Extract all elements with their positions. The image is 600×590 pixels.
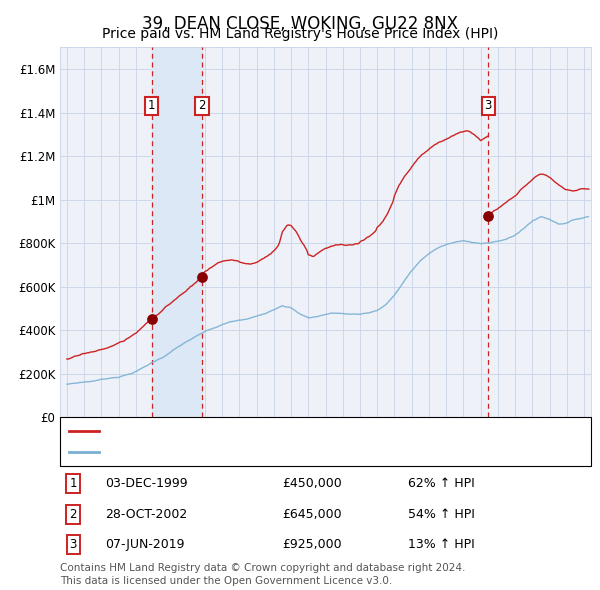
Text: Price paid vs. HM Land Registry's House Price Index (HPI): Price paid vs. HM Land Registry's House … — [102, 27, 498, 41]
Text: £645,000: £645,000 — [282, 508, 341, 521]
Text: 39, DEAN CLOSE, WOKING, GU22 8NX: 39, DEAN CLOSE, WOKING, GU22 8NX — [142, 15, 458, 33]
Text: Contains HM Land Registry data © Crown copyright and database right 2024.: Contains HM Land Registry data © Crown c… — [60, 563, 466, 573]
Point — [147, 314, 157, 324]
Text: 1: 1 — [70, 477, 77, 490]
Text: 54% ↑ HPI: 54% ↑ HPI — [408, 508, 475, 521]
Point — [197, 272, 206, 281]
Text: 62% ↑ HPI: 62% ↑ HPI — [408, 477, 475, 490]
Text: 2: 2 — [70, 508, 77, 521]
Text: 07-JUN-2019: 07-JUN-2019 — [105, 539, 185, 552]
Text: 1: 1 — [148, 100, 155, 113]
Text: 13% ↑ HPI: 13% ↑ HPI — [408, 539, 475, 552]
Text: 39, DEAN CLOSE, WOKING, GU22 8NX (detached house): 39, DEAN CLOSE, WOKING, GU22 8NX (detach… — [106, 424, 458, 437]
Text: £450,000: £450,000 — [282, 477, 342, 490]
Text: 28-OCT-2002: 28-OCT-2002 — [105, 508, 187, 521]
Point — [484, 211, 493, 221]
Bar — [152, 47, 202, 417]
Text: 2: 2 — [198, 100, 206, 113]
Text: HPI: Average price, detached house, Woking: HPI: Average price, detached house, Woki… — [106, 445, 384, 458]
Text: 3: 3 — [485, 100, 492, 113]
Text: 3: 3 — [70, 539, 77, 552]
Text: 03-DEC-1999: 03-DEC-1999 — [105, 477, 188, 490]
Text: This data is licensed under the Open Government Licence v3.0.: This data is licensed under the Open Gov… — [60, 576, 392, 586]
Text: £925,000: £925,000 — [282, 539, 341, 552]
